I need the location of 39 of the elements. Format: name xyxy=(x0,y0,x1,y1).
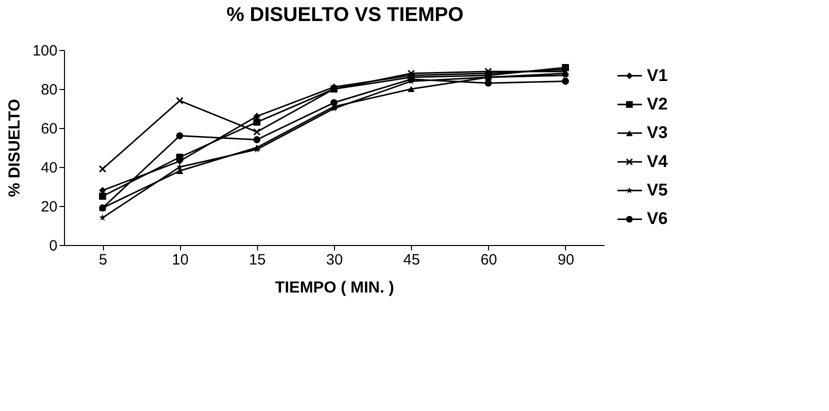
point xyxy=(484,80,492,87)
point xyxy=(330,99,338,106)
y-tick-label: 0 xyxy=(49,238,58,254)
point xyxy=(253,128,260,136)
x-tick-label: 15 xyxy=(249,252,266,268)
legend-label: V4 xyxy=(646,152,668,171)
legend-label: V1 xyxy=(646,66,668,85)
point xyxy=(176,97,184,104)
point xyxy=(176,168,184,174)
point xyxy=(408,86,415,92)
x-tick-label: 5 xyxy=(98,252,108,268)
legend-label: V5 xyxy=(646,180,668,200)
y-tick-label: 20 xyxy=(40,198,58,216)
point xyxy=(253,136,260,144)
point xyxy=(253,112,260,120)
point xyxy=(99,186,106,194)
chart-title: % DISUELTO VS TIEMPO xyxy=(226,4,464,26)
point xyxy=(99,192,106,200)
y-axis-title: % DISUELTO xyxy=(6,98,24,198)
point xyxy=(99,214,106,221)
legend-label: V3 xyxy=(646,123,668,142)
x-tick-label: 30 xyxy=(326,252,343,268)
x-tick-label: 60 xyxy=(480,252,498,268)
legend-label: V2 xyxy=(646,94,668,114)
x-tick-label: 90 xyxy=(558,252,574,268)
x-tick-label: 10 xyxy=(172,252,189,268)
point xyxy=(176,163,184,170)
y-tick-label: 40 xyxy=(40,160,58,176)
y-tick-label: 80 xyxy=(40,82,58,98)
point xyxy=(176,154,184,161)
x-axis-title: TIEMPO ( MIN. ) xyxy=(274,280,394,296)
point xyxy=(253,118,260,126)
point xyxy=(176,132,184,140)
legend-label: V6 xyxy=(646,209,668,228)
y-tick-label: 100 xyxy=(32,42,58,60)
x-tick-label: 45 xyxy=(403,252,420,268)
y-tick-label: 60 xyxy=(40,120,58,138)
point xyxy=(99,165,106,172)
point xyxy=(562,78,569,85)
